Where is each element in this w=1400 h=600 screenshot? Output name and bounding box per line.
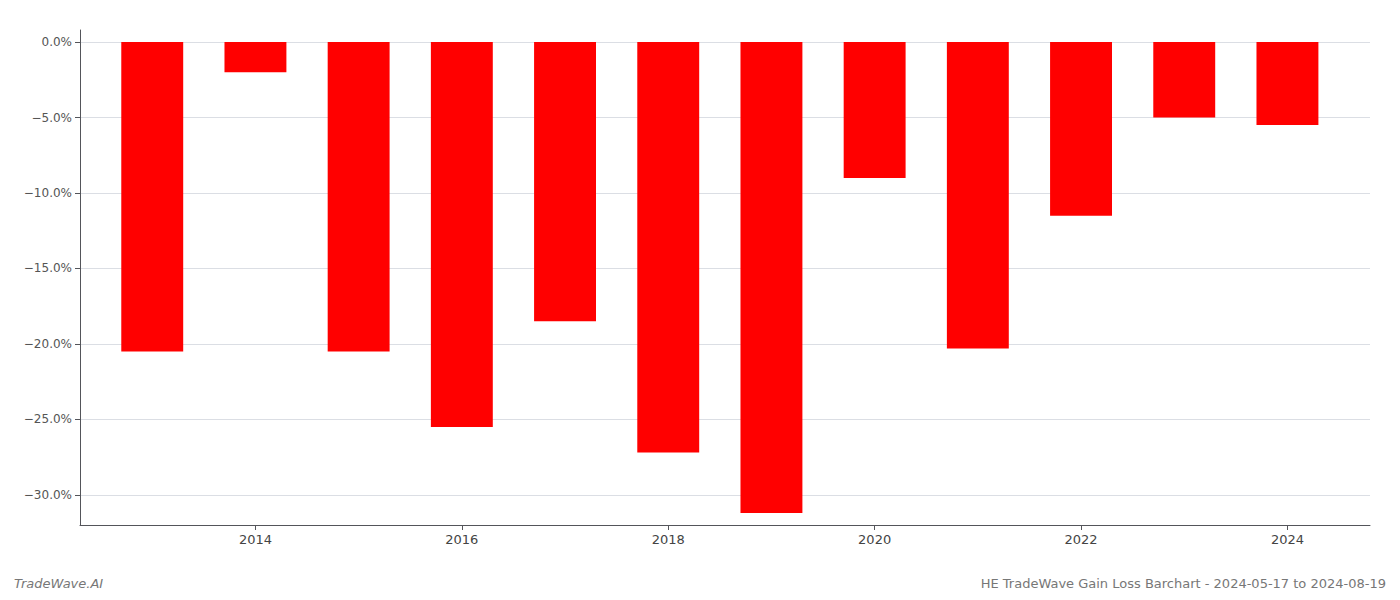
svg-text:−30.0%: −30.0% xyxy=(24,488,72,502)
svg-text:2024: 2024 xyxy=(1271,532,1304,547)
svg-text:2022: 2022 xyxy=(1064,532,1097,547)
svg-text:−25.0%: −25.0% xyxy=(24,412,72,426)
svg-text:−5.0%: −5.0% xyxy=(31,111,72,125)
svg-text:0.0%: 0.0% xyxy=(42,35,73,49)
svg-text:−10.0%: −10.0% xyxy=(24,186,72,200)
svg-text:2014: 2014 xyxy=(239,532,272,547)
svg-text:TradeWave.AI: TradeWave.AI xyxy=(14,576,103,591)
svg-text:−20.0%: −20.0% xyxy=(24,337,72,351)
svg-text:HE TradeWave Gain Loss Barchar: HE TradeWave Gain Loss Barchart - 2024-0… xyxy=(981,576,1386,591)
svg-text:2018: 2018 xyxy=(652,532,685,547)
svg-text:2016: 2016 xyxy=(445,532,478,547)
svg-text:−15.0%: −15.0% xyxy=(24,261,72,275)
svg-text:2020: 2020 xyxy=(858,532,891,547)
